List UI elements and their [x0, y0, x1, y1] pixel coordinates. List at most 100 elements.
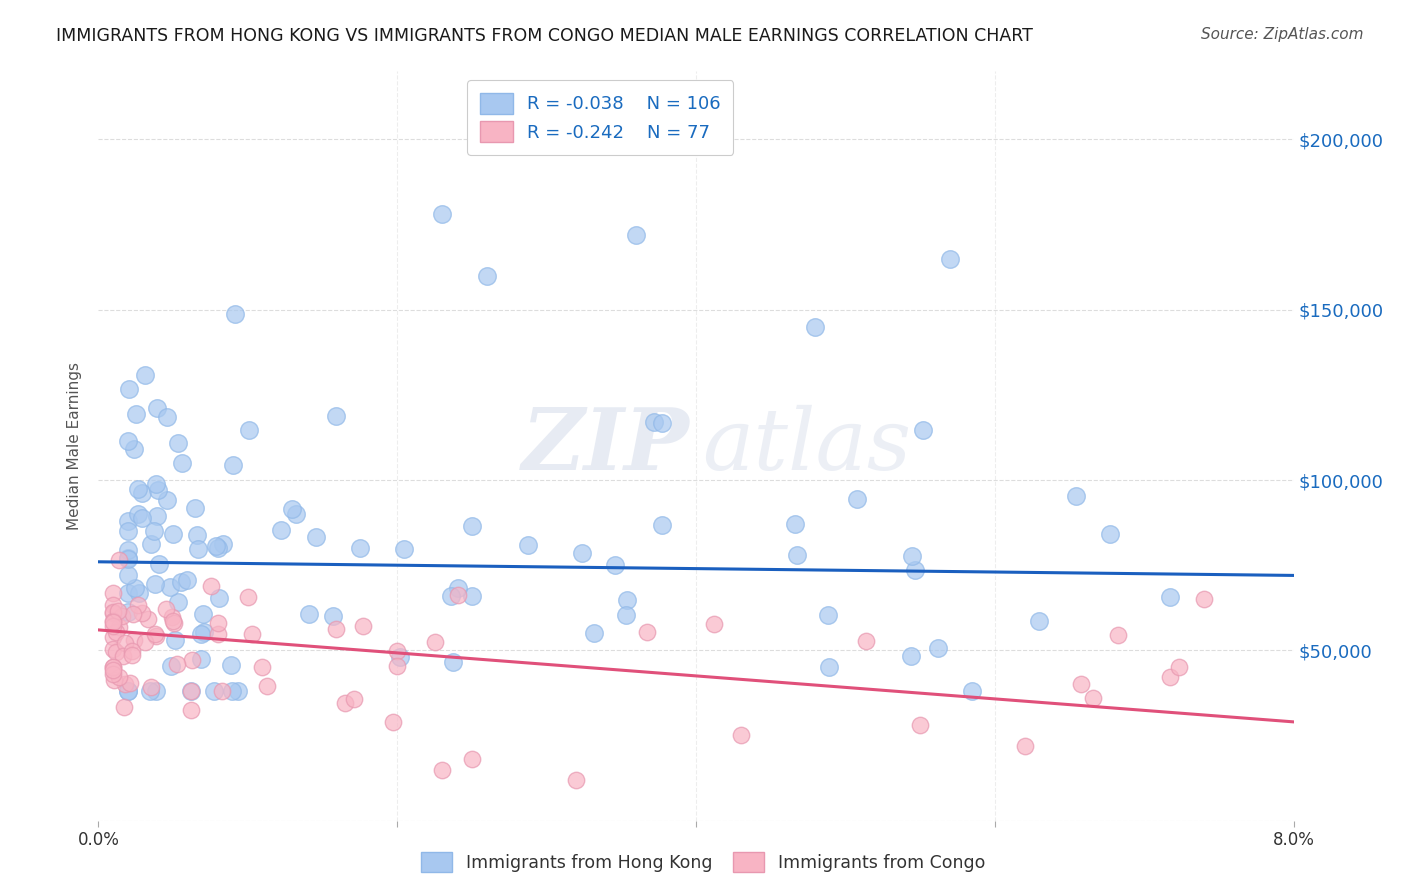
- Point: [145, 684, 167, 698]
- Point: [131, 486, 153, 500]
- Point: [112, 700, 135, 714]
- Point: [636, 625, 658, 640]
- Point: [162, 527, 184, 541]
- Point: [845, 492, 868, 507]
- Point: [385, 644, 409, 658]
- Point: [125, 407, 148, 421]
- Point: [131, 511, 153, 525]
- Point: [145, 509, 167, 524]
- Point: [730, 729, 752, 743]
- Point: [107, 620, 129, 634]
- Point: [475, 268, 498, 283]
- Point: [256, 679, 278, 693]
- Point: [441, 655, 464, 669]
- Point: [121, 648, 143, 663]
- Point: [103, 660, 125, 674]
- Point: [1070, 676, 1092, 690]
- Point: [104, 625, 127, 640]
- Point: [190, 651, 212, 665]
- Point: [614, 607, 637, 622]
- Point: [156, 409, 179, 424]
- Text: ZIP: ZIP: [522, 404, 690, 488]
- Point: [208, 591, 231, 605]
- Point: [222, 458, 245, 472]
- Point: [651, 416, 673, 430]
- Point: [603, 558, 626, 572]
- Point: [117, 684, 139, 698]
- Point: [191, 607, 214, 622]
- Point: [1159, 670, 1181, 684]
- Point: [616, 592, 638, 607]
- Point: [250, 659, 273, 673]
- Point: [112, 649, 135, 664]
- Point: [136, 612, 159, 626]
- Point: [298, 607, 321, 621]
- Point: [703, 616, 725, 631]
- Point: [571, 546, 593, 560]
- Point: [1107, 627, 1129, 641]
- Point: [134, 634, 156, 648]
- Point: [159, 580, 181, 594]
- Point: [180, 684, 202, 698]
- Point: [127, 598, 149, 612]
- Point: [166, 436, 188, 450]
- Point: [430, 207, 453, 221]
- Point: [110, 609, 132, 624]
- Text: Source: ZipAtlas.com: Source: ZipAtlas.com: [1201, 27, 1364, 42]
- Point: [783, 517, 806, 532]
- Point: [349, 541, 371, 556]
- Point: [122, 633, 145, 648]
- Point: [143, 524, 166, 538]
- Point: [238, 423, 260, 437]
- Point: [817, 607, 839, 622]
- Point: [908, 718, 931, 732]
- Point: [461, 752, 484, 766]
- Point: [200, 579, 222, 593]
- Point: [1083, 691, 1105, 706]
- Point: [461, 518, 484, 533]
- Point: [117, 382, 139, 396]
- Point: [103, 641, 125, 656]
- Point: [146, 401, 169, 415]
- Legend: R = -0.038    N = 106, R = -0.242    N = 77: R = -0.038 N = 106, R = -0.242 N = 77: [467, 80, 734, 154]
- Point: [117, 568, 139, 582]
- Point: [447, 581, 470, 595]
- Point: [939, 252, 962, 266]
- Point: [1159, 591, 1181, 605]
- Point: [270, 523, 292, 537]
- Point: [114, 636, 136, 650]
- Point: [170, 574, 193, 589]
- Point: [166, 657, 188, 672]
- Point: [103, 586, 125, 600]
- Point: [392, 542, 415, 557]
- Point: [582, 625, 605, 640]
- Point: [108, 553, 131, 567]
- Point: [145, 477, 167, 491]
- Point: [114, 677, 136, 691]
- Point: [305, 531, 328, 545]
- Point: [103, 630, 125, 644]
- Point: [155, 601, 177, 615]
- Point: [103, 673, 125, 687]
- Point: [228, 684, 250, 698]
- Point: [103, 660, 125, 674]
- Point: [117, 552, 139, 566]
- Point: [855, 634, 877, 648]
- Point: [187, 542, 209, 557]
- Point: [160, 659, 183, 673]
- Point: [207, 541, 229, 555]
- Point: [651, 518, 673, 533]
- Point: [117, 586, 139, 600]
- Point: [1028, 614, 1050, 628]
- Point: [141, 537, 163, 551]
- Point: [105, 645, 128, 659]
- Point: [103, 667, 125, 681]
- Point: [118, 676, 141, 690]
- Point: [180, 684, 202, 698]
- Point: [117, 524, 139, 538]
- Legend: Immigrants from Hong Kong, Immigrants from Congo: Immigrants from Hong Kong, Immigrants fr…: [413, 845, 993, 879]
- Point: [1168, 660, 1191, 674]
- Point: [122, 442, 145, 456]
- Point: [643, 415, 665, 429]
- Point: [103, 606, 125, 620]
